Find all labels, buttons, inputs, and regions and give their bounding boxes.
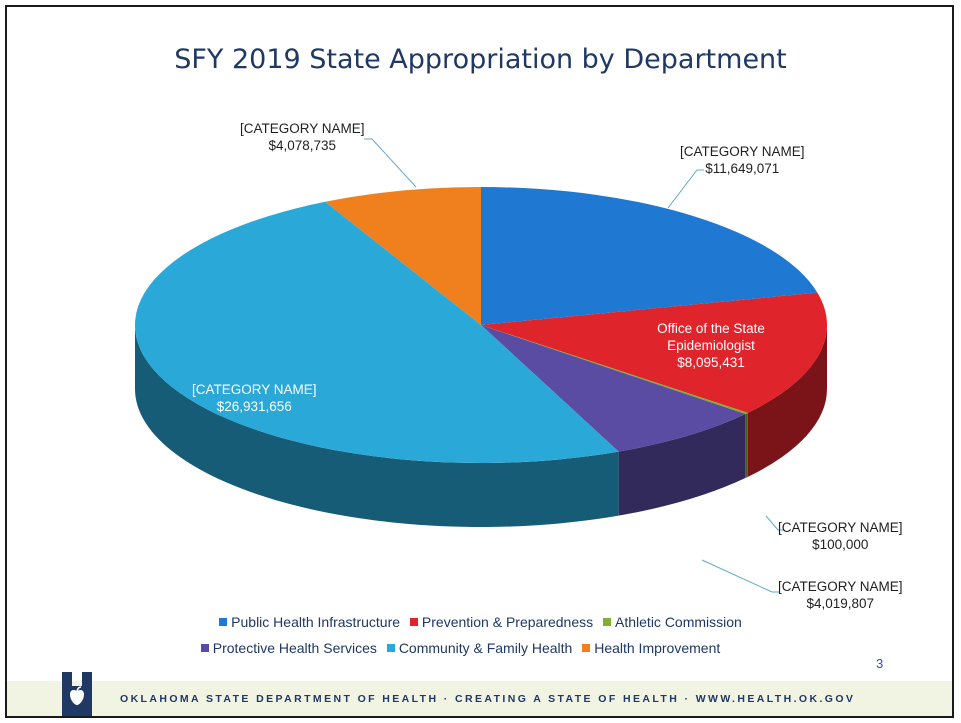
pie-slice-community-family-health [134, 201, 619, 464]
data-label-health-improvement: [CATEGORY NAME] $4,078,735 [240, 120, 365, 154]
pie-side-athletic-commission [745, 412, 748, 479]
data-label-community-family-health: [CATEGORY NAME] $26,931,656 [192, 381, 317, 415]
legend-swatch [582, 644, 591, 652]
footer-bar [7, 681, 952, 716]
legend-label: Public Health Infrastructure [231, 614, 401, 630]
chart-legend: Public Health Infrastructure Prevention … [0, 614, 961, 630]
data-label-athletic-commission: [CATEGORY NAME] $100,000 [778, 519, 903, 553]
footer-text: OKLAHOMA STATE DEPARTMENT OF HEALTH · CR… [120, 693, 856, 705]
leader-line-health-improvement [364, 138, 417, 188]
data-label-name: [CATEGORY NAME] [680, 144, 805, 159]
leader-line-protective-health-services [701, 559, 779, 593]
data-label-value: $26,931,656 [216, 399, 292, 414]
legend-item-community-family-health: Community & Family Health [386, 640, 573, 656]
pie-side-prevention-preparedness [747, 325, 827, 477]
legend-item-prevention-preparedness: Prevention & Preparedness [409, 614, 594, 630]
legend-label: Community & Family Health [398, 640, 573, 656]
legend-swatch [219, 618, 228, 626]
data-label-public-health-infrastructure: [CATEGORY NAME] $11,649,071 [680, 143, 805, 177]
legend-label: Athletic Commission [615, 614, 742, 630]
leader-line-athletic-commission [765, 515, 784, 531]
data-label-value: $11,649,071 [705, 161, 780, 176]
legend-swatch [603, 618, 612, 626]
data-label-prevention-preparedness: Office of the State Epidemiologist $8,09… [636, 320, 786, 371]
data-label-value: $100,000 [812, 537, 869, 552]
legend-label: Health Improvement [594, 640, 721, 656]
pie-side-protective-health-services [618, 414, 746, 516]
pie-slice-prevention-preparedness [481, 292, 827, 413]
pie-slice-athletic-commission [481, 325, 748, 415]
legend-item-protective-health-services: Protective Health Services [200, 640, 377, 656]
legend-swatch [200, 644, 209, 652]
chart-legend-row-2: Protective Health Services Community & F… [0, 640, 941, 656]
legend-item-public-health-infrastructure: Public Health Infrastructure [219, 614, 400, 630]
legend-item-athletic-commission: Athletic Commission [603, 614, 742, 630]
pie-slice-protective-health-services [481, 325, 746, 452]
data-label-name: [CATEGORY NAME] [778, 520, 903, 535]
pie-side-community-family-health [135, 325, 619, 527]
page-number: 3 [876, 656, 884, 671]
data-label-value: $4,078,735 [268, 138, 337, 153]
pie-slice-public-health-infrastructure [481, 187, 818, 325]
pie-slice-health-improvement [325, 187, 481, 325]
data-label-name: [CATEGORY NAME] [192, 382, 317, 397]
legend-swatch [409, 618, 418, 626]
legend-label: Protective Health Services [212, 640, 377, 656]
chart-title: SFY 2019 State Appropriation by Departme… [174, 44, 787, 75]
data-label-name: [CATEGORY NAME] [778, 579, 903, 594]
leader-line-public-health-infrastructure [667, 169, 704, 209]
osdh-logo-icon [62, 672, 92, 716]
data-label-name: [CATEGORY NAME] [240, 121, 365, 136]
data-label-protective-health-services: [CATEGORY NAME] $4,019,807 [778, 578, 903, 612]
legend-item-health-improvement: Health Improvement [582, 640, 720, 656]
data-label-value: $8,095,431 [677, 355, 745, 370]
data-label-name: Office of the State Epidemiologist [657, 321, 765, 353]
legend-swatch [386, 644, 395, 652]
data-label-value: $4,019,807 [806, 596, 875, 611]
legend-label: Prevention & Preparedness [421, 614, 594, 630]
